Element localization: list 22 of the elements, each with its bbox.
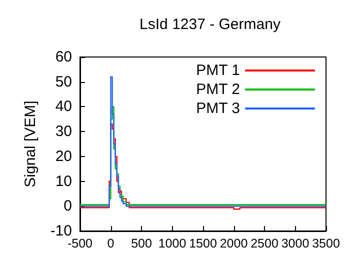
- x-tick-label: 3000: [281, 236, 310, 250]
- x-tick-label: 1500: [189, 236, 217, 250]
- y-tick-label: 60: [55, 48, 72, 66]
- legend-label: PMT 1: [196, 62, 240, 79]
- y-tick-label: 30: [55, 123, 72, 140]
- y-tick-label: 0: [64, 198, 72, 215]
- y-tick-label: 10: [55, 172, 72, 190]
- y-tick-label: 50: [55, 73, 72, 90]
- chart-title: LsId 1237 - Germany: [140, 16, 281, 33]
- y-tick-label: -10: [50, 222, 72, 240]
- y-tick-label: 40: [55, 98, 72, 116]
- legend-label: PMT 3: [196, 100, 240, 117]
- y-axis-title: Signal [VEM]: [22, 100, 39, 188]
- x-tick-label: 2000: [220, 236, 248, 250]
- legend-label: PMT 2: [196, 81, 240, 98]
- y-tick-label: 20: [55, 148, 72, 165]
- x-tick-label: 0: [107, 236, 114, 250]
- x-tick-label: 1000: [158, 236, 186, 250]
- x-tick-label: 500: [131, 236, 152, 250]
- x-tick-label: 2500: [250, 236, 278, 250]
- x-tick-label: 3500: [312, 236, 340, 250]
- x-tick-label: -500: [67, 236, 93, 250]
